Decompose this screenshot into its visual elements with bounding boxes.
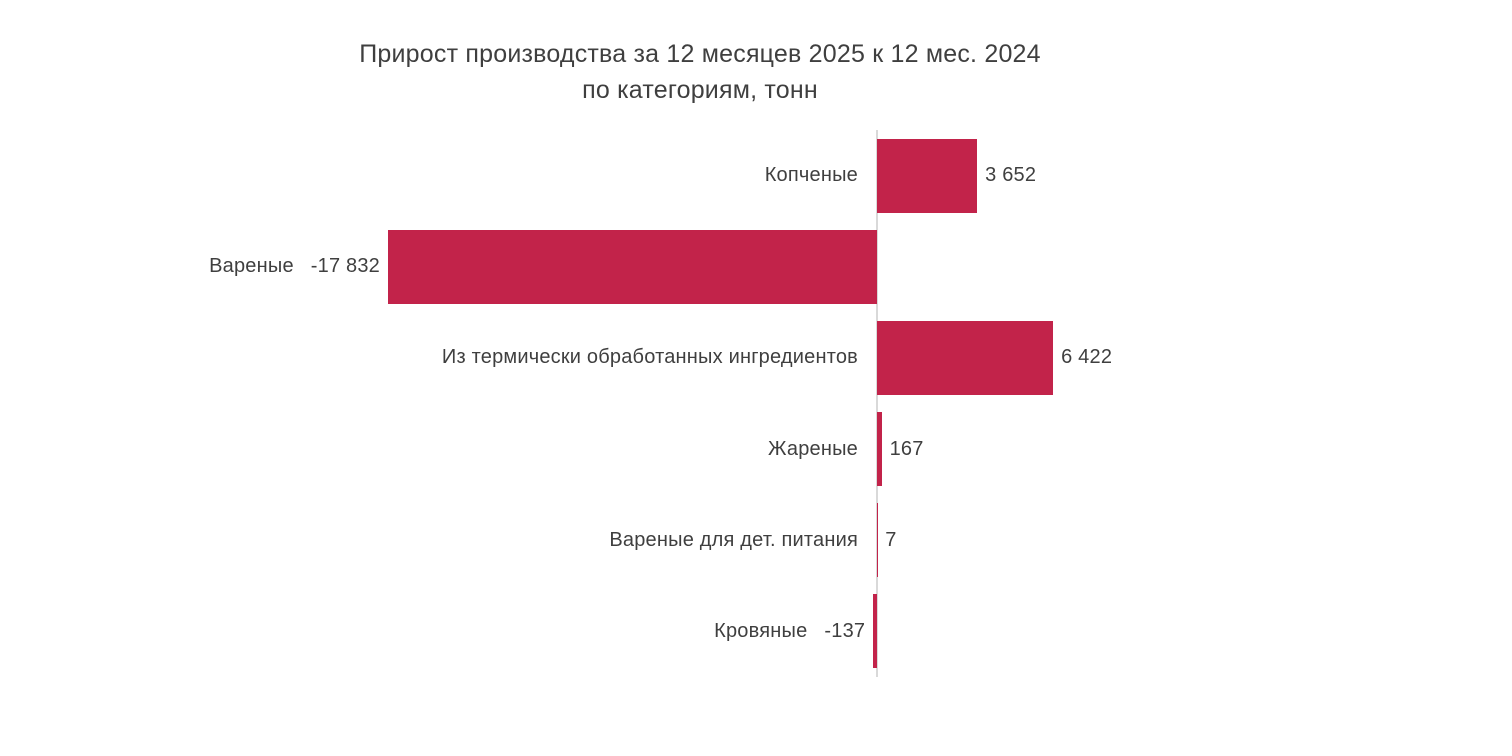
category-label: Вареные — [209, 255, 294, 278]
category-label: Вареные для дет. питания — [609, 528, 858, 551]
value-label: -137 — [824, 619, 866, 642]
bar — [877, 138, 978, 213]
category-label: Из термически обработанных ингредиентов — [441, 346, 858, 369]
bar-row: Жареные 167 — [0, 412, 1512, 487]
category-label: Кровяные — [714, 619, 808, 642]
bar — [873, 594, 877, 669]
category-label: Жареные — [767, 437, 858, 460]
bar-row: Вареные для дет. питания 7 — [0, 503, 1512, 578]
bar-row: Вареные -17 832 — [0, 229, 1512, 304]
category-axis-line — [876, 130, 878, 677]
bar — [388, 229, 877, 304]
value-label: 167 — [889, 437, 924, 460]
value-label: -17 832 — [310, 255, 380, 278]
chart-title-line1: Прирост производства за 12 месяцев 2025 … — [359, 40, 1041, 68]
value-label: 3 652 — [985, 164, 1037, 187]
chart-title-line2: по категориям, тонн — [582, 76, 818, 104]
value-label: 6 422 — [1061, 346, 1113, 369]
bar-row: Копченые 3 652 — [0, 138, 1512, 213]
bar — [877, 320, 1054, 395]
category-label: Копченые — [764, 164, 858, 187]
bar-row: Кровяные -137 — [0, 594, 1512, 669]
bar — [877, 412, 882, 487]
value-label: 7 — [885, 528, 897, 551]
chart-title: Прирост производства за 12 месяцев 2025 … — [0, 36, 1400, 108]
bar-row: Из термически обработанных ингредиентов 6… — [0, 320, 1512, 395]
